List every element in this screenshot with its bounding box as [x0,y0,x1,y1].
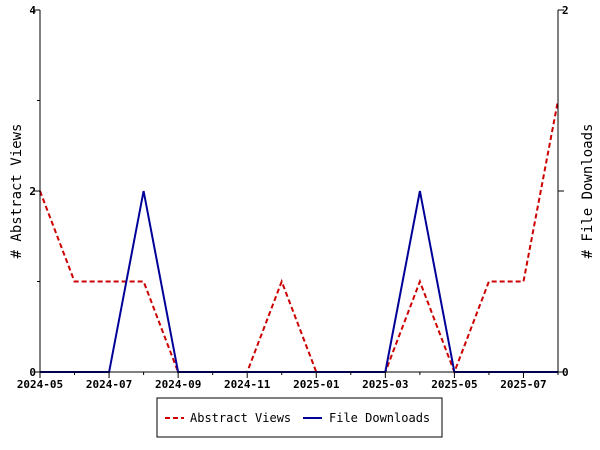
series-layer [39,100,559,375]
legend-label-abstract-views: Abstract Views [190,411,291,425]
x-tick-label: 2025-07 [500,378,546,391]
x-tick-label: 2024-09 [155,378,201,391]
x-tick-label: 2025-01 [293,378,340,391]
axes: 2024-05 2024-07 2024-09 2024-11 2025-01 2025-… [17,4,569,391]
legend: Abstract Views File Downloads [156,397,443,438]
y-tick-label-right: 0 [562,366,569,379]
x-tick-label: 2025-03 [362,378,408,391]
x-tick-label: 2025-05 [431,378,477,391]
y-axis-title-left: # Abstract Views [9,124,25,259]
x-tick-label: 2024-11 [224,378,271,391]
legend-box [156,397,443,438]
x-tick-label: 2024-05 [17,378,63,391]
y-tick-label-right: 2 [562,4,569,17]
y-tick-label-left: 0 [29,366,36,379]
y-axis-title-right: # File Downloads [580,124,596,259]
x-tick-label: 2024-07 [86,378,132,391]
y-tick-label-left: 2 [29,185,36,198]
legend-label-file-downloads: File Downloads [329,411,430,425]
y-tick-label-left: 4 [29,4,36,17]
